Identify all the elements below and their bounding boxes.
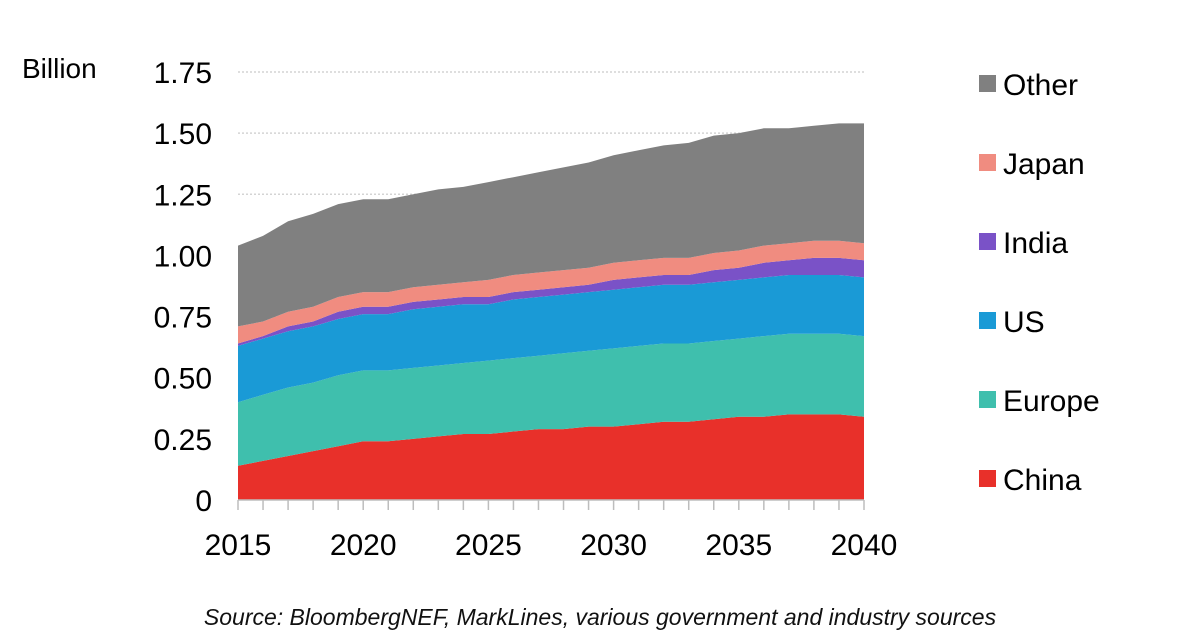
- legend-label-japan: Japan: [1003, 148, 1085, 181]
- y-tick-label: 0.75: [154, 302, 212, 335]
- legend-swatch-china: [979, 470, 996, 487]
- x-tick-label: 2035: [705, 529, 772, 562]
- y-axis-tick-labels: 0 0.25 0.50 0.75 1.00 1.25 1.50 1.75: [154, 57, 212, 518]
- legend: Other Japan India US Europe China: [979, 69, 1100, 497]
- y-tick-label: 0.25: [154, 424, 212, 457]
- y-tick-label: 0.50: [154, 363, 212, 396]
- area-us: [238, 275, 864, 403]
- legend-swatch-other: [979, 75, 996, 92]
- area-other: [238, 123, 864, 327]
- x-tick-label: 2030: [580, 529, 647, 562]
- y-tick-label: 0: [195, 485, 212, 518]
- area-europe: [238, 333, 864, 466]
- y-tick-label: 1.00: [154, 240, 212, 273]
- legend-label-us: US: [1003, 306, 1045, 339]
- legend-label-other: Other: [1003, 69, 1078, 102]
- source-note: Source: BloombergNEF, MarkLines, various…: [203, 604, 997, 630]
- area-japan: [238, 240, 864, 344]
- area-india: [238, 257, 864, 346]
- x-axis-tick-marks: [237, 500, 865, 510]
- legend-swatch-europe: [979, 391, 996, 408]
- y-tick-label: 1.50: [154, 118, 212, 151]
- stacked-area-chart: 00.250.500.751.001.251.501.75 2015 2020 20…: [22, 53, 1100, 562]
- legend-swatch-india: [979, 233, 996, 250]
- area-series: [238, 123, 864, 500]
- y-tick-label: 1.25: [154, 179, 212, 212]
- y-tick-label: 1.75: [154, 57, 212, 90]
- x-tick-label: 2015: [205, 529, 272, 562]
- legend-swatch-us: [979, 312, 996, 329]
- x-tick-label: 2040: [831, 529, 898, 562]
- x-axis-tick-labels: 2015 2020 2025 2030 2035 2040: [205, 529, 898, 562]
- legend-label-europe: Europe: [1003, 385, 1100, 418]
- x-tick-label: 2025: [455, 529, 522, 562]
- x-tick-label: 2020: [330, 529, 397, 562]
- y-axis-unit-label: Billion: [22, 53, 97, 84]
- legend-label-china: China: [1003, 464, 1082, 497]
- area-china: [238, 414, 864, 500]
- legend-swatch-japan: [979, 154, 996, 171]
- legend-label-india: India: [1003, 227, 1068, 260]
